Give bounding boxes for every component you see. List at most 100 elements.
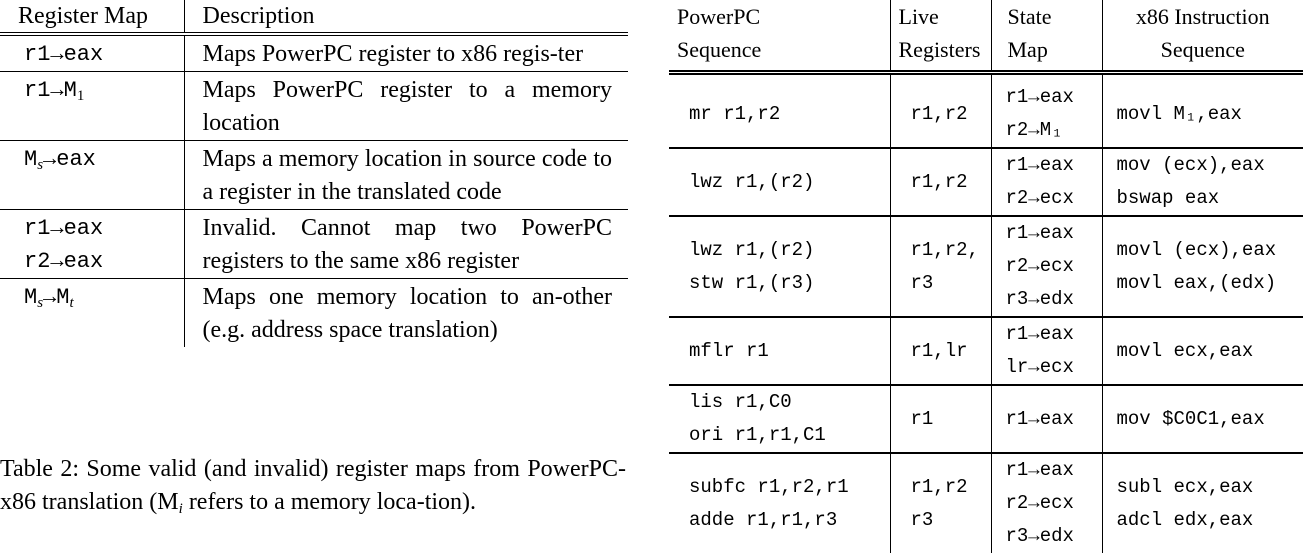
header-powerpc-sequence: PowerPC Sequence xyxy=(669,0,890,73)
powerpc-sequence-cell: lwz r1,(r2) xyxy=(669,148,890,216)
cell-line: r1→eax xyxy=(1006,149,1102,182)
description-cell: Maps one memory location to an-other (e.… xyxy=(184,279,628,348)
register-map-text: r1→eax xyxy=(24,212,168,245)
table-row: Ms→Mt Maps one memory location to an-oth… xyxy=(0,279,628,348)
register-map-text: r2→eax xyxy=(24,245,168,278)
register-map-text: M xyxy=(24,285,37,310)
register-map-cell: r1→eax r2→eax xyxy=(0,210,184,279)
cell-line: r1,r2 xyxy=(911,471,991,504)
cell-line: r1→eax xyxy=(1006,217,1102,250)
powerpc-sequence-cell: mflr r1 xyxy=(669,317,890,385)
table-row: Ms→eax Maps a memory location in source … xyxy=(0,141,628,210)
cell-line: r3→edx xyxy=(1006,283,1102,316)
register-map-cell: r1→M1 xyxy=(0,72,184,141)
x86-sequence-cell: movl ecx,eax xyxy=(1102,317,1303,385)
cell-line: lwz r1,(r2) xyxy=(689,166,890,199)
cell-line: r1→eax xyxy=(1006,403,1102,436)
register-map-text: r1→eax xyxy=(24,42,103,67)
register-map-cell: r1→eax xyxy=(0,34,184,72)
state-map-cell: r1→eax xyxy=(991,385,1102,453)
powerpc-sequence-cell: lwz r1,(r2)stw r1,(r3) xyxy=(669,216,890,317)
live-registers-cell: r1,r2 xyxy=(890,81,991,148)
cell-line: subl ecx,eax xyxy=(1117,471,1303,504)
table-row: r1→eax Maps PowerPC register to x86 regi… xyxy=(0,34,628,72)
cell-line: r1,r2 xyxy=(911,98,991,131)
cell-line: subfc r1,r2,r1 xyxy=(689,471,890,504)
cell-line: r1→eax xyxy=(1006,454,1102,487)
cell-line: r1→eax xyxy=(1006,318,1102,351)
cell-line: lwz r1,(r2) xyxy=(689,234,890,267)
cell-line: lr→ecx xyxy=(1006,351,1102,384)
cell-line: r3 xyxy=(911,504,991,537)
table-caption: Table 2: Some valid (and invalid) regist… xyxy=(0,453,626,526)
description-cell: Maps PowerPC register to x86 regis-ter xyxy=(184,34,628,72)
powerpc-sequence-cell: mr r1,r2 xyxy=(669,81,890,148)
description-cell: Maps PowerPC register to a memory locati… xyxy=(184,72,628,141)
description-cell: Invalid. Cannot map two PowerPC register… xyxy=(184,210,628,279)
cell-line: r2→ecx xyxy=(1006,182,1102,215)
table-spacer xyxy=(669,73,1303,82)
spacer-cell xyxy=(1102,73,1303,82)
cell-line: r2→M₁ xyxy=(1006,114,1102,147)
header-line: Registers xyxy=(899,33,991,66)
cell-line: r1 xyxy=(911,403,991,436)
register-map-text: →eax xyxy=(43,147,96,172)
cell-line: mov $C0C1,eax xyxy=(1117,403,1303,436)
register-map-cell: Ms→Mt xyxy=(0,279,184,348)
header-state-map: State Map xyxy=(991,0,1102,73)
cell-line: r2→ecx xyxy=(1006,250,1102,283)
register-map-cell: Ms→eax xyxy=(0,141,184,210)
cell-line: adde r1,r1,r3 xyxy=(689,504,890,537)
header-line: State xyxy=(1008,0,1102,33)
header-description: Description xyxy=(184,0,628,34)
cell-line: movl ecx,eax xyxy=(1117,335,1303,368)
cell-line: movl eax,(edx) xyxy=(1117,267,1303,300)
cell-line: ori r1,r1,C1 xyxy=(689,419,890,452)
live-registers-cell: r1,lr xyxy=(890,317,991,385)
register-map-header-row: Register Map Description xyxy=(0,0,628,34)
register-map-subscript: 1 xyxy=(77,88,85,104)
register-map-text: →M xyxy=(43,285,69,310)
cell-line: mr r1,r2 xyxy=(689,98,890,131)
header-line: PowerPC xyxy=(677,0,890,33)
caption-text: refers to a memory loca-tion). xyxy=(183,489,476,515)
cell-line: r3 xyxy=(911,267,991,300)
cell-line: stw r1,(r3) xyxy=(689,267,890,300)
spacer-cell xyxy=(669,73,890,82)
cell-line: r1→eax xyxy=(1006,81,1102,114)
spacer-cell xyxy=(890,73,991,82)
cell-line: r1,lr xyxy=(911,335,991,368)
cell-line: bswap eax xyxy=(1117,182,1303,215)
cell-line: lis r1,C0 xyxy=(689,386,890,419)
cell-line: r1,r2, xyxy=(911,234,991,267)
cell-line: movl M₁,eax xyxy=(1117,98,1303,131)
table-row: r1→M1 Maps PowerPC register to a memory … xyxy=(0,72,628,141)
header-register-map: Register Map xyxy=(0,0,184,34)
table-row: r1→eax r2→eax Invalid. Cannot map two Po… xyxy=(0,210,628,279)
live-registers-cell: r1,r2,r3 xyxy=(890,216,991,317)
header-x86-sequence: x86 Instruction Sequence xyxy=(1102,0,1303,73)
translation-example-table: PowerPC Sequence Live Registers State Ma… xyxy=(669,0,1303,553)
register-map-text: M xyxy=(24,147,37,172)
description-cell: Maps a memory location in source code to… xyxy=(184,141,628,210)
register-map-table: Register Map Description r1→eax Maps Pow… xyxy=(0,0,628,347)
live-registers-cell: r1 xyxy=(890,385,991,453)
cell-line: r1,r2 xyxy=(911,166,991,199)
header-line: Sequence xyxy=(677,33,890,66)
x86-sequence-cell: movl M₁,eax xyxy=(1102,81,1303,148)
cell-line: mov (ecx),eax xyxy=(1117,149,1303,182)
x86-sequence-cell: mov $C0C1,eax xyxy=(1102,385,1303,453)
